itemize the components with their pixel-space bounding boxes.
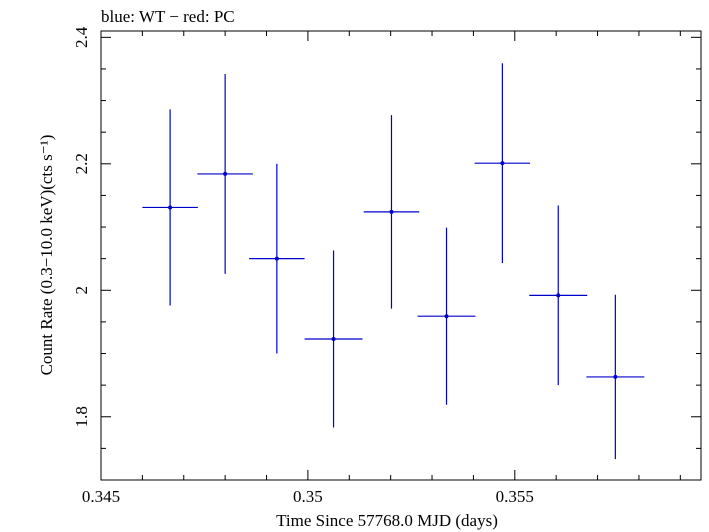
point-marker [389, 209, 394, 214]
x-tick-label: 0.345 [82, 487, 120, 506]
point-marker [168, 205, 173, 210]
point-marker [274, 256, 279, 261]
data-point [363, 115, 420, 309]
point-marker [331, 336, 336, 341]
plot-frame [100, 30, 702, 481]
data-point [417, 227, 476, 405]
point-marker [613, 374, 618, 379]
y-axis-label: Count Rate (0.3−10.0 keV)(cts s⁻¹) [37, 135, 56, 376]
data-point [586, 294, 645, 460]
y-axis-ticks: 1.8 2 2.2 2.4 [72, 26, 701, 481]
point-marker [223, 171, 228, 176]
x-axis-ticks: 0.345 0.35 0.355 [82, 31, 681, 506]
y-tick-label: 2.4 [72, 26, 91, 48]
y-tick-label: 1.8 [72, 406, 91, 427]
data-point [142, 109, 198, 306]
data-point [474, 63, 531, 264]
data-point [197, 74, 253, 274]
x-axis-label: Time Since 57768.0 MJD (days) [276, 511, 498, 530]
point-marker [500, 161, 505, 166]
data-point [249, 163, 305, 354]
x-tick-label: 0.35 [293, 487, 323, 506]
y-tick-label: 2 [72, 286, 91, 295]
point-marker [444, 314, 449, 319]
data-point [304, 250, 363, 428]
chart-title: blue: WT − red: PC [101, 7, 235, 26]
data-point [529, 205, 588, 386]
y-tick-label: 2.2 [72, 153, 91, 174]
point-marker [556, 293, 561, 298]
data-points [142, 63, 645, 460]
x-tick-label: 0.355 [496, 487, 534, 506]
